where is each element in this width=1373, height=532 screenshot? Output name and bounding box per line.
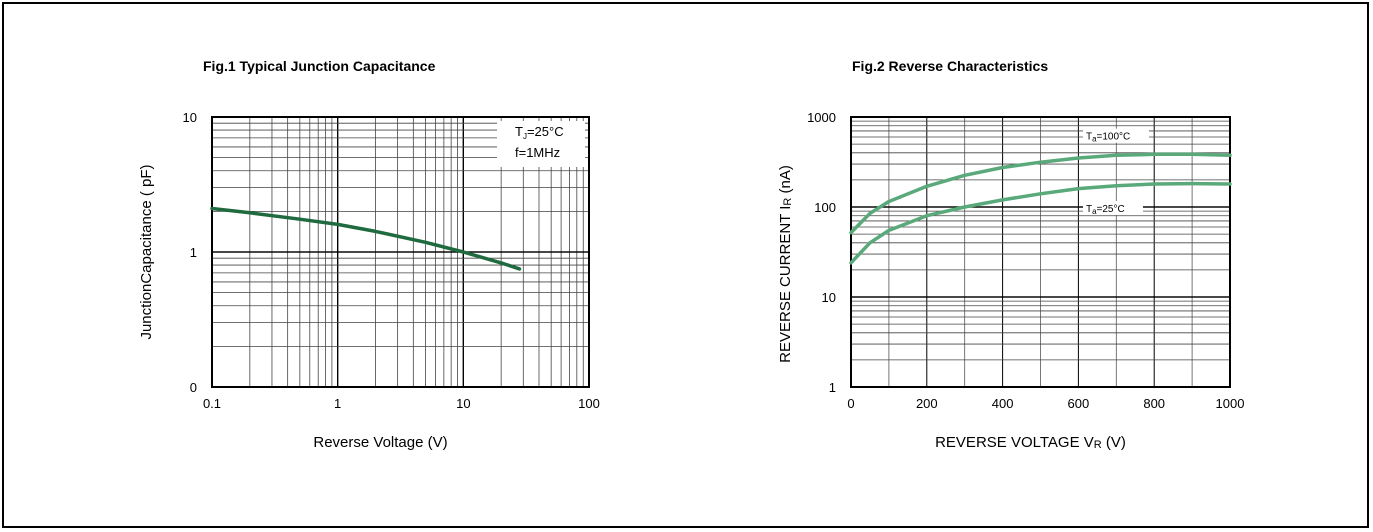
y-tick-label: 0 — [190, 380, 197, 395]
x-tick-label: 800 — [1143, 396, 1165, 411]
chart-1-annotation-tj: TJ=25°C — [515, 124, 564, 141]
chart-1-ticks: 0.1 1 10 100 0 1 10 — [183, 110, 600, 411]
series-line — [849, 152, 1232, 235]
chart-2-ticks: 0 200 400 600 800 1000 1 10 100 1000 — [807, 110, 1244, 411]
y-tick-label: 10 — [822, 290, 836, 305]
x-tick-label: 0 — [847, 396, 854, 411]
chart-2-annotation-100c-box — [1082, 128, 1149, 143]
chart-1-y-label: JunctionCapacitance ( pF) — [138, 164, 155, 339]
chart-2-grid — [850, 116, 1231, 388]
series-line — [849, 181, 1232, 265]
x-tick-label: 200 — [916, 396, 938, 411]
chart-1-annotation-freq: f=1MHz — [515, 145, 560, 160]
chart-1: Fig.1 Typical Junction Capacitance 0.1 1 1… — [138, 58, 600, 451]
x-tick-label: 10 — [456, 396, 470, 411]
chart-2-series — [849, 152, 1232, 265]
chart-2-x-label: REVERSE VOLTAGE VR (V) — [935, 434, 1126, 451]
chart-2-y-label: REVERSE CURRENT IR (nA) — [777, 165, 794, 363]
series-line — [210, 206, 522, 271]
chart-2-annotation-25c: Ta=25°C — [1086, 204, 1125, 216]
chart-1-annotation-box — [497, 121, 585, 167]
y-tick-label: 1 — [829, 380, 836, 395]
chart-2-annotation-25c-box — [1082, 200, 1143, 215]
x-tick-label: 1000 — [1216, 396, 1245, 411]
y-tick-label: 10 — [183, 110, 197, 125]
chart-2-annotation-100c: Ta=100°C — [1086, 132, 1130, 144]
chart-1-series — [210, 206, 522, 271]
x-tick-label: 100 — [578, 396, 600, 411]
x-tick-label: 0.1 — [203, 396, 221, 411]
chart-1-title: Fig.1 Typical Junction Capacitance — [203, 58, 436, 74]
chart-1-plot-area — [211, 116, 590, 388]
chart-1-x-label: Reverse Voltage (V) — [313, 434, 447, 451]
chart-2-title: Fig.2 Reverse Characteristics — [852, 58, 1048, 74]
x-tick-label: 600 — [1068, 396, 1090, 411]
y-tick-label: 1 — [190, 245, 197, 260]
chart-2-plot-area — [850, 116, 1231, 388]
y-tick-label: 100 — [814, 200, 836, 215]
x-tick-label: 400 — [992, 396, 1014, 411]
y-tick-label: 1000 — [807, 110, 836, 125]
x-tick-label: 1 — [334, 396, 341, 411]
chart-2: Fig.2 Reverse Characteristics 0 200 400 600… — [777, 58, 1244, 451]
